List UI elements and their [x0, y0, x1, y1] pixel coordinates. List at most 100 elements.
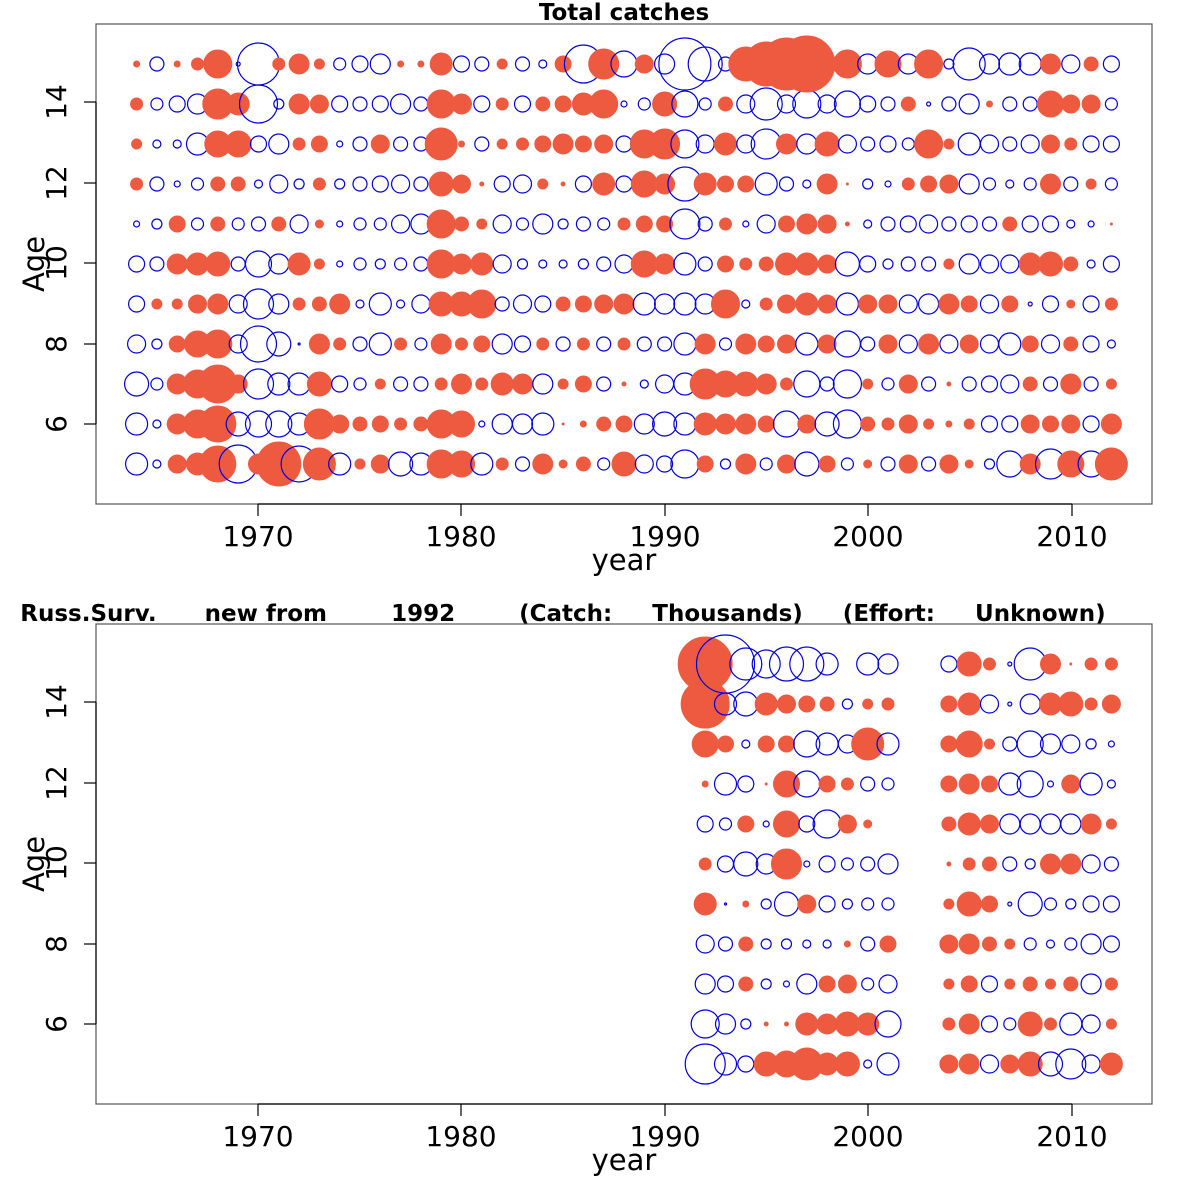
negative-residual-bubble: [267, 372, 291, 396]
negative-residual-bubble: [574, 175, 593, 193]
positive-residual-bubble: [574, 295, 592, 313]
positive-residual-bubble: [920, 175, 938, 193]
y-tick-label: 12: [40, 765, 73, 801]
positive-residual-bubble: [1063, 336, 1079, 352]
positive-residual-bubble: [840, 777, 854, 791]
positive-residual-bubble: [914, 49, 944, 79]
negative-residual-bubble: [336, 260, 344, 268]
negative-residual-bubble: [515, 217, 530, 231]
negative-residual-bubble: [228, 334, 248, 354]
negative-residual-bubble: [796, 133, 818, 155]
negative-residual-bubble: [1007, 701, 1013, 707]
positive-residual-bubble: [958, 933, 980, 955]
positive-residual-bubble: [496, 58, 508, 70]
positive-residual-bubble: [308, 333, 330, 355]
negative-residual-bubble: [127, 334, 147, 354]
positive-residual-bubble: [817, 334, 837, 354]
negative-residual-bubble: [651, 411, 678, 437]
negative-residual-bubble: [1019, 693, 1041, 715]
negative-residual-bubble: [716, 855, 735, 873]
positive-residual-bubble: [303, 408, 335, 440]
positive-residual-bubble: [816, 1013, 838, 1035]
negative-residual-bubble: [615, 175, 633, 193]
positive-residual-bubble: [397, 60, 405, 68]
positive-residual-bubble: [210, 216, 226, 232]
negative-residual-bubble: [802, 939, 812, 949]
negative-residual-bubble: [1083, 376, 1099, 392]
negative-residual-bubble: [244, 410, 273, 438]
negative-residual-bubble: [1043, 897, 1058, 911]
positive-residual-bubble: [302, 447, 336, 481]
negative-residual-bubble: [534, 295, 552, 313]
y-tick-label: 10: [40, 845, 73, 881]
positive-residual-bubble: [133, 60, 141, 68]
positive-residual-bubble: [1104, 657, 1118, 671]
negative-residual-bubble: [655, 455, 674, 473]
positive-residual-bubble: [735, 333, 757, 355]
positive-residual-bubble: [757, 335, 775, 353]
positive-residual-bubble: [1045, 978, 1056, 990]
negative-residual-bubble: [1037, 1051, 1064, 1077]
positive-residual-bubble: [834, 1011, 860, 1037]
negative-residual-bubble: [149, 256, 165, 272]
negative-residual-bubble: [1001, 415, 1019, 433]
negative-residual-bubble: [235, 61, 241, 67]
positive-residual-bubble: [717, 735, 734, 753]
negative-residual-bubble: [1042, 376, 1059, 392]
positive-residual-bubble: [863, 819, 873, 829]
positive-residual-bubble: [615, 415, 633, 433]
negative-residual-bubble: [876, 732, 900, 756]
negative-residual-bubble: [1023, 177, 1037, 191]
negative-residual-bubble: [368, 332, 392, 356]
negative-residual-bubble: [719, 458, 732, 470]
positive-residual-bubble: [592, 172, 616, 196]
positive-residual-bubble: [1099, 1052, 1123, 1076]
positive-residual-bubble: [394, 337, 408, 351]
positive-residual-bubble: [314, 219, 324, 229]
positive-residual-bubble: [956, 891, 982, 917]
positive-residual-bubble: [1039, 692, 1062, 716]
negative-residual-bubble: [388, 451, 414, 477]
positive-residual-bubble: [900, 96, 916, 112]
y-tick-label: 8: [40, 335, 73, 353]
negative-residual-bubble: [822, 939, 832, 949]
positive-residual-bubble: [942, 1017, 956, 1031]
negative-residual-bubble: [538, 259, 548, 269]
positive-residual-bubble: [292, 297, 306, 311]
positive-residual-bubble: [1100, 413, 1122, 435]
negative-residual-bubble: [512, 294, 533, 314]
chart-title: Russ.Surv. new from 1992 (Catch: Thousan…: [20, 601, 1105, 627]
positive-residual-bubble: [878, 294, 898, 314]
negative-residual-bubble: [697, 216, 713, 232]
y-tick-label: 14: [40, 684, 73, 720]
negative-residual-bubble: [1061, 54, 1081, 74]
negative-residual-bubble: [860, 136, 876, 152]
negative-residual-bubble: [151, 338, 163, 350]
negative-residual-bubble: [802, 179, 812, 189]
negative-residual-bubble: [1002, 96, 1018, 112]
negative-residual-bubble: [597, 217, 611, 231]
positive-residual-bubble: [777, 334, 796, 354]
positive-residual-bubble: [832, 49, 862, 79]
positive-residual-bubble: [940, 735, 958, 753]
chart-title: Total catches: [539, 0, 709, 26]
positive-residual-bubble: [691, 730, 719, 758]
positive-residual-bubble: [611, 451, 637, 477]
negative-residual-bubble: [737, 775, 755, 793]
negative-residual-bubble: [717, 936, 734, 952]
positive-residual-bubble: [1105, 818, 1117, 830]
positive-residual-bubble: [776, 133, 797, 155]
positive-residual-bubble: [454, 216, 469, 232]
positive-residual-bubble: [1022, 376, 1038, 392]
positive-residual-bubble: [588, 48, 620, 80]
positive-residual-bubble: [983, 657, 996, 671]
negative-residual-bubble: [978, 53, 1001, 75]
positive-residual-bubble: [199, 445, 237, 483]
positive-residual-bubble: [630, 250, 658, 278]
negative-residual-bubble: [632, 292, 656, 316]
positive-residual-bubble: [130, 97, 144, 111]
negative-residual-bubble: [1081, 1054, 1101, 1074]
negative-residual-bubble: [982, 177, 997, 191]
negative-residual-bubble: [1082, 135, 1100, 153]
